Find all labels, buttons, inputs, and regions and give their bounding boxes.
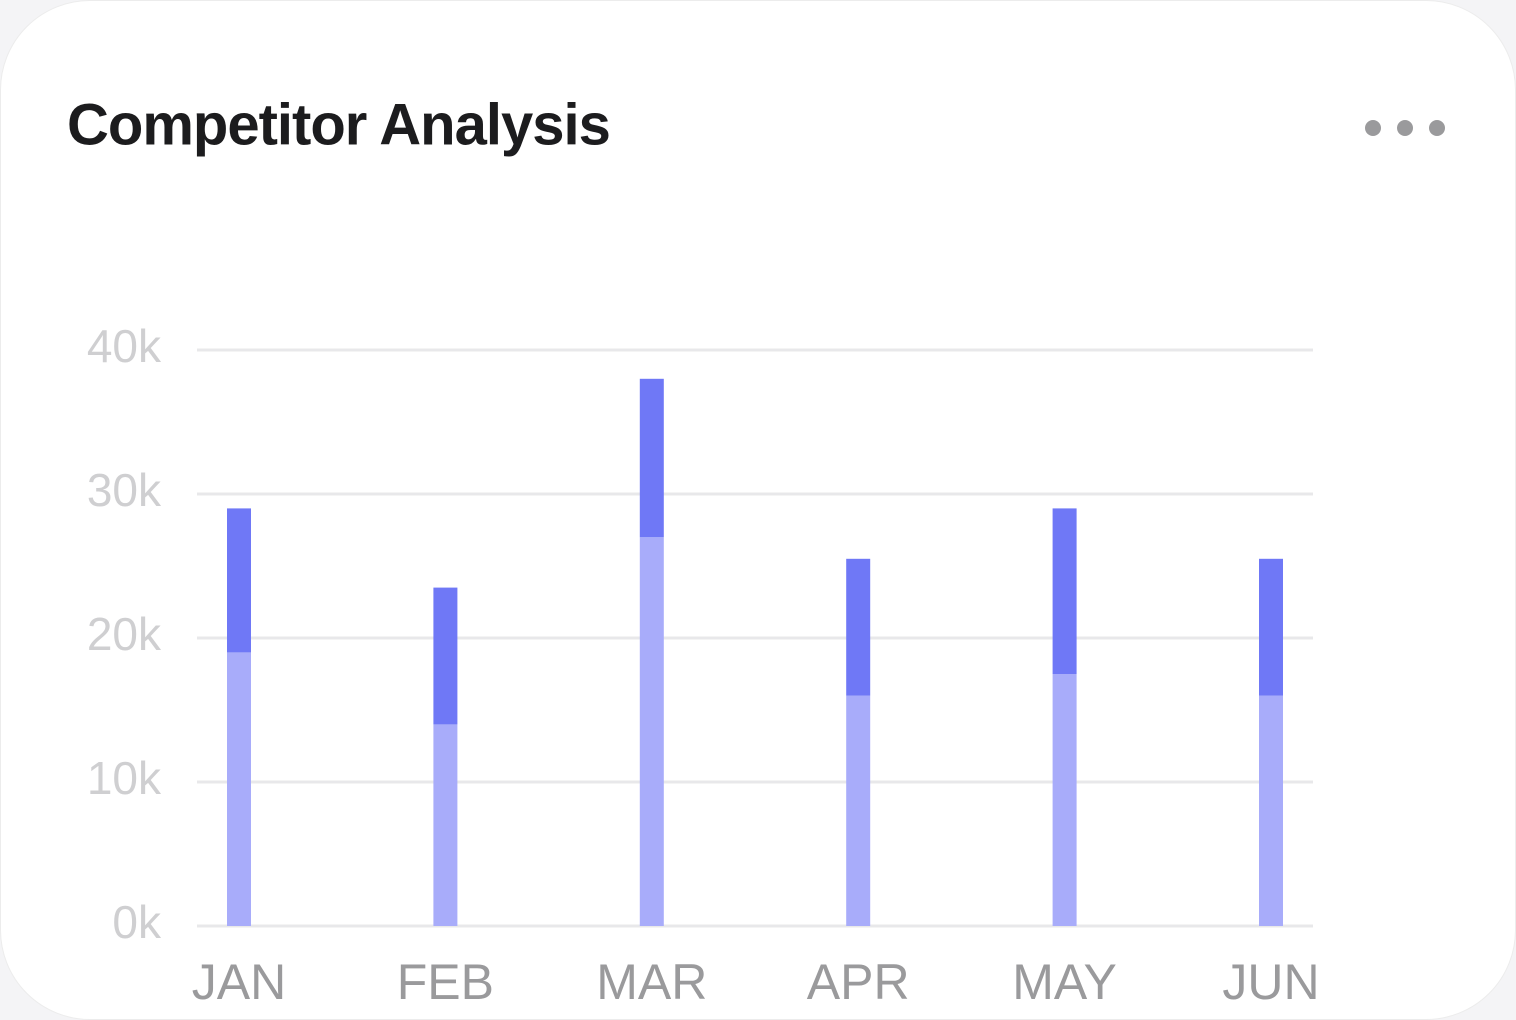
bar-segment (1052, 508, 1077, 674)
bar-segment (433, 724, 458, 926)
chart-title: Competitor Analysis (67, 92, 610, 157)
bar-segment (1052, 674, 1077, 926)
bar-segment (1259, 695, 1283, 926)
y-tick-label: 30k (87, 464, 162, 516)
more-menu[interactable] (1365, 120, 1445, 136)
x-tick-label: FEB (397, 954, 494, 1010)
y-tick-label: 20k (87, 608, 162, 660)
menu-dot[interactable] (1397, 120, 1413, 136)
x-tick-label: MAY (1012, 954, 1117, 1010)
menu-dot[interactable] (1429, 120, 1445, 136)
bar-segment (433, 587, 458, 725)
bar-segment (846, 558, 871, 696)
bar-segment (639, 378, 664, 538)
bar-segment (227, 508, 251, 653)
bar-segment (846, 695, 871, 926)
x-tick-label: MAR (596, 954, 707, 1010)
y-tick-label: 0k (112, 896, 162, 948)
y-tick-label: 10k (87, 752, 162, 804)
bar-segment (639, 537, 664, 926)
x-tick-label: JUN (1222, 954, 1319, 1010)
bar-segment (227, 652, 251, 926)
x-tick-label: JAN (192, 954, 286, 1010)
x-tick-label: APR (807, 954, 910, 1010)
bar-segment (1259, 558, 1283, 696)
menu-dot[interactable] (1365, 120, 1381, 136)
y-tick-label: 40k (87, 320, 162, 372)
